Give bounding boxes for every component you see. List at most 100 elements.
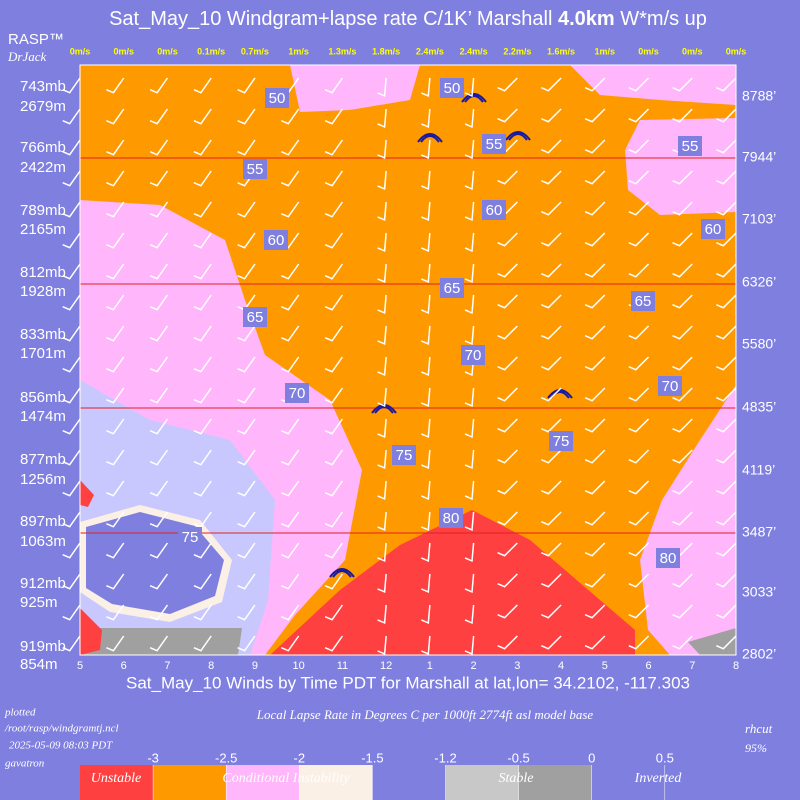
wind-barb: [541, 263, 562, 278]
wind-barb: [497, 325, 518, 340]
height-m-label: 2165m: [20, 221, 66, 238]
footer-text: /root/rasp/windgramtj.ncl: [4, 723, 119, 735]
wind-barb: [237, 201, 256, 218]
wind-barb: [324, 356, 344, 373]
wind-barb: [281, 511, 300, 528]
contour-label-box: [549, 431, 573, 451]
contour-label-box: [440, 278, 464, 298]
wind-barb: [377, 201, 387, 221]
wind-barb: [672, 480, 693, 495]
wind-barb: [584, 542, 606, 557]
legend-title: Local Lapse Rate in Degrees C per 1000ft…: [256, 707, 594, 722]
wind-barb: [281, 480, 300, 497]
wind-barb: [324, 542, 344, 559]
wind-barb: [497, 635, 518, 650]
wind-barb: [421, 511, 431, 531]
wind-barb: [672, 232, 693, 247]
wind-barb: [421, 387, 431, 407]
wind-barb: [464, 201, 475, 221]
wind-barb: [106, 294, 125, 311]
wind-barb: [193, 356, 212, 373]
wind-barb: [716, 635, 737, 650]
wind-speed-label: 0.7m/s: [241, 46, 269, 56]
wind-barb: [237, 387, 256, 404]
legend: -3 -2.5 -2 -1.5 -1.2 -0.5 0 0.5 Unstable Conditio…: [80, 750, 682, 800]
pressure-label: 912mb: [20, 575, 66, 592]
wind-barb: [628, 449, 650, 464]
pressure-label: 856mb: [20, 389, 66, 406]
wind-barb: [628, 77, 650, 92]
wind-barb: [62, 139, 81, 156]
contour-label: 60: [268, 232, 285, 249]
wind-barb: [281, 325, 300, 342]
wind-barb: [106, 635, 125, 652]
wind-barb: [464, 325, 475, 345]
pressure-label: 897mb: [20, 513, 66, 530]
wind-barb: [377, 325, 387, 345]
wind-barb: [149, 480, 169, 497]
wind-barb: [541, 108, 562, 123]
title: Sat_May_10 Windgram+lapse rate C/1K’ Mar…: [109, 8, 707, 30]
wind-barb: [541, 139, 562, 154]
rhcut-value: 95%: [745, 741, 767, 755]
wind-barb: [421, 604, 431, 624]
wind-barb: [377, 356, 387, 376]
wind-barb: [464, 387, 475, 407]
wind-barb: [497, 294, 518, 309]
wind-barb: [541, 418, 562, 433]
wind-barb: [237, 356, 256, 373]
wind-barb: [193, 449, 212, 466]
wind-barb: [237, 480, 256, 497]
contour-label: 65: [635, 293, 652, 310]
wind-barb: [628, 635, 650, 650]
wind-barb: [464, 449, 475, 469]
contour-label-box: [265, 88, 289, 108]
wind-barb: [541, 387, 562, 402]
wind-barb: [324, 480, 344, 497]
wind-barb: [464, 480, 475, 500]
wind-speed-label: 0m/s: [157, 46, 178, 56]
wind-barb: [324, 139, 344, 156]
author: DrJack: [7, 49, 46, 64]
wind-barb: [62, 542, 81, 559]
wind-barb: [584, 263, 606, 278]
wind-barb: [149, 294, 169, 311]
contour-label-box: [482, 134, 506, 154]
legend-label: Inverted: [634, 771, 683, 786]
legend-swatch: [226, 765, 300, 800]
wind-barb: [62, 449, 81, 466]
contour-label-box: [658, 376, 682, 396]
contour-label: 75: [553, 433, 570, 450]
wind-barb: [464, 511, 475, 531]
footer-text: plotted: [4, 707, 36, 719]
wind-barb: [421, 325, 431, 345]
wind-barb: [281, 170, 300, 187]
wind-barb: [324, 387, 344, 404]
wind-barb: [672, 387, 693, 402]
wind-barb: [237, 139, 256, 156]
height-ft-label: 2802’: [742, 646, 776, 662]
x-tick-label: 5: [602, 660, 608, 672]
wind-barb: [193, 294, 212, 311]
wind-barb: [149, 449, 169, 466]
wind-barb: [716, 449, 737, 464]
wind-barb: [149, 201, 169, 218]
wind-barb: [281, 604, 300, 621]
wind-barb: [281, 201, 300, 218]
wind-barb: [281, 294, 300, 311]
region-pink: [640, 385, 736, 655]
height-m-label: 2422m: [20, 159, 66, 176]
wind-barb: [62, 170, 81, 187]
height-ft-label: 5580’: [742, 336, 776, 352]
contour-label-box: [701, 219, 725, 239]
wind-barb: [106, 201, 125, 218]
wind-barb: [193, 480, 212, 497]
wind-barb: [541, 449, 562, 464]
region-unstable: [270, 510, 635, 655]
logo: RASP™: [8, 31, 64, 48]
wind-barb: [377, 232, 387, 252]
wind-barbs: [62, 77, 737, 655]
wind-barb: [464, 232, 475, 252]
contour-label: 75: [182, 529, 199, 546]
wind-speed-label: 1m/s: [595, 46, 616, 56]
